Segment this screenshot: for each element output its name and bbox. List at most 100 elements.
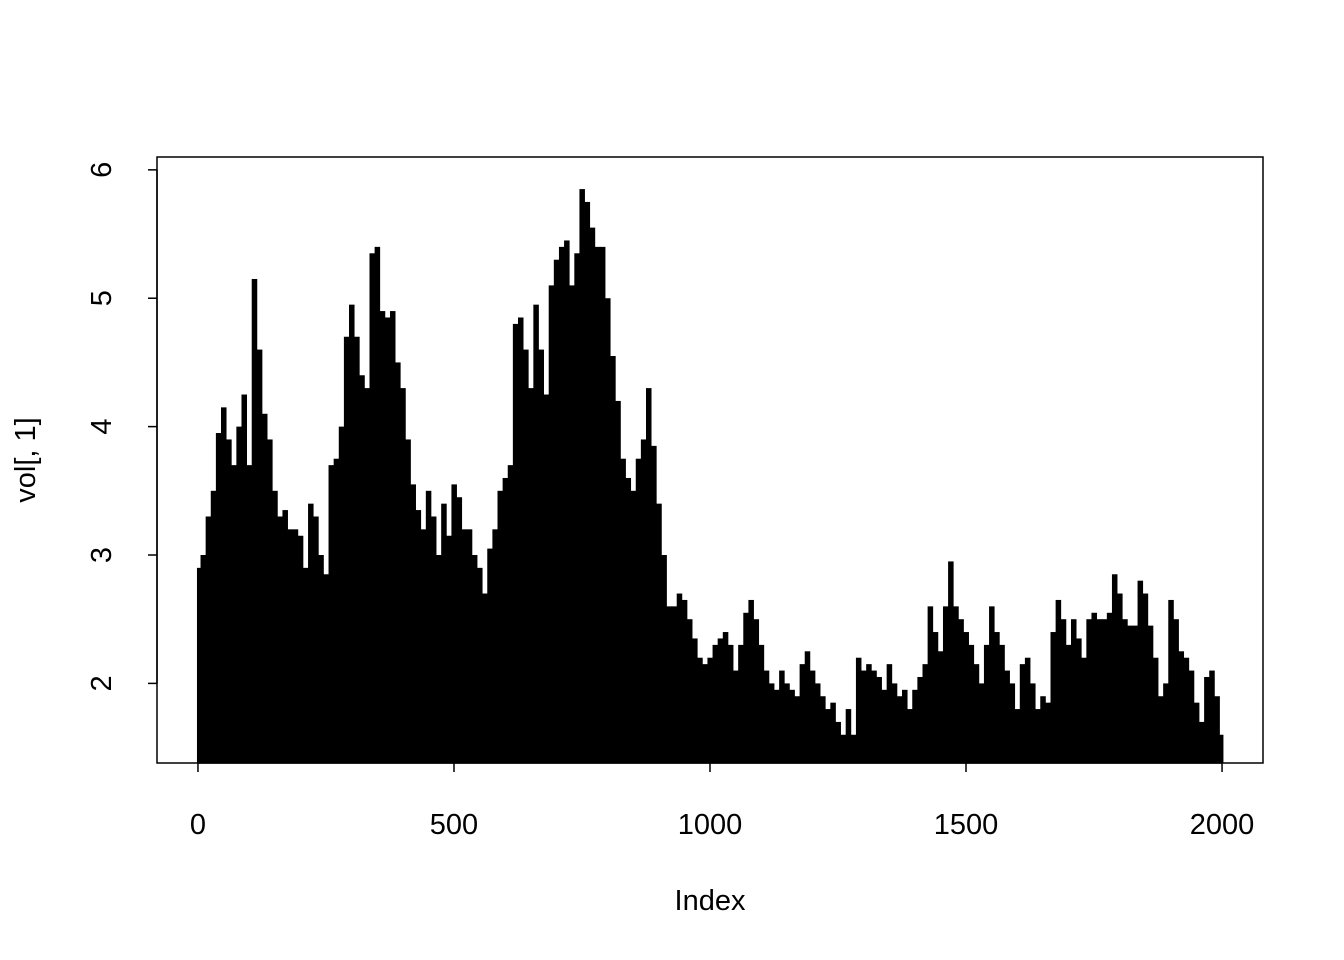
bar-960 — [686, 619, 693, 763]
bar-790 — [599, 246, 606, 764]
bar-1650 — [1040, 696, 1046, 763]
bar-1920 — [1178, 651, 1185, 763]
bar-1660 — [1045, 702, 1051, 763]
x-tick-label: 500 — [430, 809, 478, 841]
bar-1520 — [973, 664, 980, 763]
bar-810 — [610, 356, 616, 763]
bar-1780 — [1106, 612, 1113, 763]
bar-2000 — [1219, 734, 1224, 763]
bar-1630 — [1030, 683, 1036, 763]
bar-1250 — [835, 721, 841, 763]
bar-170 — [282, 510, 288, 763]
bar-1120 — [768, 683, 775, 763]
bar-440 — [420, 529, 427, 763]
bar-1230 — [825, 709, 831, 763]
bar-1260 — [840, 734, 847, 763]
bar-1960 — [1198, 721, 1205, 763]
y-tick-label: 6 — [86, 162, 118, 178]
bar-930 — [671, 606, 678, 763]
bar-1480 — [953, 606, 959, 763]
bar-490 — [446, 535, 452, 763]
bar-1320 — [871, 670, 877, 763]
bar-0 — [196, 567, 201, 763]
bar-270 — [333, 458, 340, 763]
bar-1940 — [1188, 670, 1195, 763]
bar-580 — [492, 529, 498, 763]
bar-1300 — [861, 670, 867, 763]
bar-1820 — [1127, 625, 1133, 763]
bar-250 — [323, 574, 329, 763]
bar-1600 — [1014, 709, 1021, 763]
y-tick-label: 3 — [86, 547, 118, 563]
bar-1090 — [753, 619, 760, 763]
bar-840 — [625, 477, 632, 763]
bar-1570 — [999, 644, 1005, 763]
bar-830 — [620, 458, 626, 763]
bar-430 — [415, 510, 422, 763]
bar-1380 — [902, 689, 908, 763]
bar-1730 — [1081, 657, 1087, 763]
bar-1280 — [850, 734, 857, 763]
bar-550 — [477, 567, 483, 763]
bar-710 — [558, 246, 565, 764]
bar-1510 — [968, 644, 975, 763]
bar-920 — [666, 606, 672, 763]
bar-890 — [651, 445, 657, 763]
bar-410 — [405, 439, 411, 763]
bar-1710 — [1070, 619, 1077, 763]
bar-290 — [343, 336, 350, 763]
bar-30 — [210, 490, 217, 763]
bar-620 — [512, 323, 519, 763]
bar-1000 — [707, 657, 713, 763]
bar-1850 — [1142, 593, 1149, 763]
bar-1580 — [1004, 670, 1010, 763]
bar-1340 — [881, 689, 888, 763]
bars-group — [196, 189, 1224, 764]
bar-670 — [538, 349, 544, 763]
bar-190 — [292, 529, 299, 763]
x-tick-label: 0 — [190, 809, 206, 841]
bar-1770 — [1101, 619, 1108, 763]
bar-860 — [635, 458, 642, 763]
bar-1610 — [1019, 664, 1026, 763]
bar-610 — [507, 465, 514, 763]
bar-1100 — [758, 644, 765, 763]
bar-1930 — [1183, 657, 1190, 763]
bar-1410 — [917, 676, 923, 763]
bar-640 — [523, 349, 529, 763]
bar-1560 — [994, 632, 1000, 763]
bar-200 — [297, 535, 304, 763]
bar-600 — [502, 477, 509, 763]
bar-1790 — [1111, 574, 1118, 763]
x-axis-label: Index — [675, 885, 746, 917]
bar-1830 — [1132, 625, 1138, 763]
bar-750 — [579, 189, 585, 763]
bar-1070 — [743, 612, 749, 763]
bar-1180 — [799, 664, 806, 763]
y-tick-label: 4 — [86, 419, 118, 435]
bar-1980 — [1209, 670, 1215, 763]
bar-1360 — [891, 683, 898, 763]
bar-300 — [349, 304, 355, 763]
bar-720 — [564, 240, 570, 764]
bar-40 — [215, 433, 222, 763]
x-axis: 0 500 1000 1500 2000 — [190, 762, 1255, 841]
bar-20 — [205, 516, 212, 763]
bar-1170 — [794, 696, 801, 763]
x-tick-label: 2000 — [1190, 809, 1255, 841]
bar-900 — [656, 503, 662, 763]
bar-1880 — [1158, 696, 1164, 763]
bar-990 — [702, 664, 708, 763]
bar-380 — [389, 311, 396, 763]
bar-1240 — [830, 702, 836, 763]
bar-1350 — [886, 664, 893, 763]
bar-560 — [482, 593, 488, 763]
bar-1680 — [1055, 599, 1062, 763]
bar-150 — [272, 490, 278, 763]
bar-1160 — [789, 689, 795, 763]
bar-1010 — [712, 644, 719, 763]
bar-520 — [461, 529, 468, 763]
bar-870 — [640, 439, 647, 763]
bar-10 — [200, 555, 207, 763]
bar-1670 — [1050, 632, 1057, 763]
